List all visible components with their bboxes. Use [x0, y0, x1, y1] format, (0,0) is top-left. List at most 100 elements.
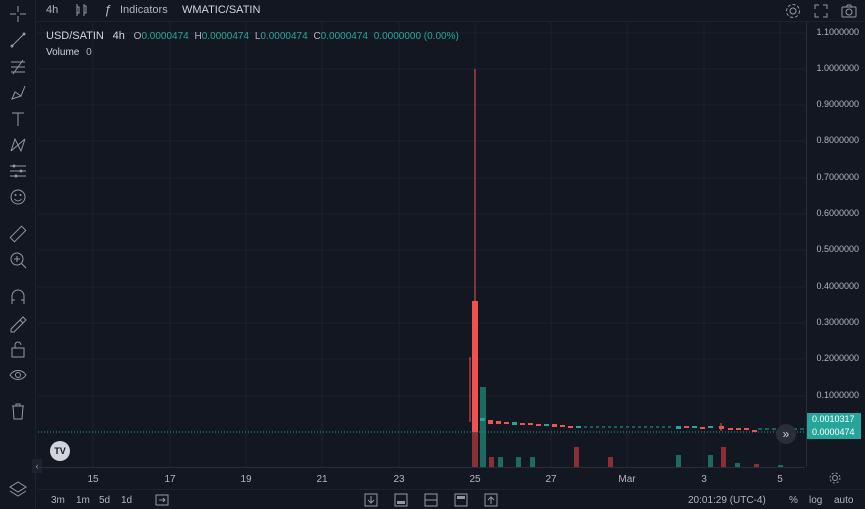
- volume-label[interactable]: Volume: [46, 47, 80, 58]
- compare-icon[interactable]: [74, 3, 88, 17]
- price-axis[interactable]: 1.1000000 1.0000000 0.9000000 0.8000000 …: [806, 22, 865, 467]
- fullscreen-icon[interactable]: [812, 2, 830, 20]
- ruler-icon[interactable]: [8, 224, 28, 244]
- text-icon[interactable]: [8, 109, 28, 129]
- volume-bar: [754, 464, 759, 467]
- emoji-icon[interactable]: [8, 187, 28, 207]
- auto-toggle[interactable]: auto: [834, 495, 854, 506]
- lock-icon[interactable]: [8, 339, 28, 359]
- legend: USD/SATIN 4h O0.0000474 H0.0000474 L0.00…: [46, 30, 459, 42]
- close-label: C: [313, 31, 321, 42]
- candle: [728, 428, 733, 430]
- close-value: 0.0000474: [320, 31, 368, 42]
- price-label: 0.3000000: [816, 317, 859, 327]
- open-label: O: [133, 31, 142, 42]
- candle: [488, 420, 493, 424]
- candle: [744, 428, 749, 430]
- candle: [736, 428, 741, 430]
- time-label: 27: [545, 474, 557, 485]
- volume-value: 0: [86, 47, 92, 58]
- candle: [504, 422, 509, 424]
- axis-settings-icon[interactable]: [828, 471, 842, 485]
- layout-top-icon[interactable]: [454, 493, 468, 507]
- volume-bars: [472, 387, 783, 467]
- low-label: L: [254, 31, 261, 42]
- candle: [552, 424, 557, 427]
- last-price-tag: 0.0000474: [807, 426, 861, 439]
- time-axis[interactable]: 15 17 19 21 23 25 27 Mar 3 5: [38, 467, 841, 489]
- goto-date-icon[interactable]: [155, 493, 169, 507]
- clock-display[interactable]: 20:01:29 (UTC-4): [688, 495, 766, 506]
- percent-toggle[interactable]: %: [789, 495, 798, 506]
- range-1d-button[interactable]: 1d: [121, 495, 133, 506]
- magnet-icon[interactable]: [8, 287, 28, 307]
- camera-icon[interactable]: [840, 2, 858, 20]
- price-label: 0.2000000: [816, 353, 859, 363]
- candle: [536, 424, 541, 426]
- candle: [719, 426, 724, 429]
- indicators-button[interactable]: Indicators: [120, 4, 168, 16]
- range-5d-button[interactable]: 5d: [99, 495, 111, 506]
- draw-lock-icon[interactable]: [8, 313, 28, 333]
- prediction-icon[interactable]: [8, 161, 28, 181]
- volume-bar: [676, 455, 681, 467]
- pattern-icon[interactable]: [8, 135, 28, 155]
- time-label: 23: [393, 474, 405, 485]
- trend-line-icon[interactable]: [8, 30, 28, 50]
- range-3m-button[interactable]: 3m: [51, 495, 65, 506]
- volume-bar: [498, 457, 503, 467]
- layout-down-icon[interactable]: [364, 493, 378, 507]
- candle: [700, 427, 705, 429]
- fib-retracement-icon[interactable]: [8, 57, 28, 77]
- candle: [544, 424, 549, 426]
- candle: [752, 430, 757, 432]
- top-toolbar: 4h ƒ Indicators WMATIC/SATIN: [0, 0, 865, 22]
- layout-up-icon[interactable]: [484, 493, 498, 507]
- volume-bar: [721, 447, 726, 467]
- layout-split-icon[interactable]: [424, 493, 438, 507]
- candle: [520, 423, 525, 425]
- collapse-arrow-icon[interactable]: ‹: [32, 459, 42, 473]
- tradingview-logo-icon[interactable]: TV: [50, 441, 70, 461]
- price-label: 0.1000000: [816, 390, 859, 400]
- price-label: 0.9000000: [816, 99, 859, 109]
- interval-button[interactable]: 4h: [46, 4, 59, 16]
- legend-symbol[interactable]: USD/SATIN: [46, 30, 104, 42]
- price-label: 0.6000000: [816, 208, 859, 218]
- candle: [708, 426, 713, 428]
- high-label: H: [194, 31, 202, 42]
- eye-icon[interactable]: [8, 365, 28, 385]
- time-label: 15: [87, 474, 99, 485]
- indicators-icon[interactable]: ƒ: [104, 2, 112, 17]
- price-label: 0.4000000: [816, 281, 859, 291]
- price-label: 0.5000000: [816, 244, 859, 254]
- candle: [496, 421, 501, 424]
- log-toggle[interactable]: log: [809, 495, 823, 506]
- volume-bar: [489, 457, 494, 467]
- zoom-in-icon[interactable]: [8, 250, 28, 270]
- volume-bar: [708, 455, 713, 467]
- drawing-toolbar: [0, 0, 36, 509]
- price-label: 0.7000000: [816, 172, 859, 182]
- layout-bottom-icon[interactable]: [394, 493, 408, 507]
- price-label: 1.0000000: [816, 63, 859, 73]
- settings-icon[interactable]: [784, 2, 802, 20]
- layers-icon[interactable]: [8, 479, 28, 499]
- volume-bar: [530, 457, 535, 467]
- small-candles: [480, 418, 757, 432]
- chart-canvas[interactable]: USD/SATIN 4h O0.0000474 H0.0000474 L0.00…: [32, 22, 805, 473]
- brush-icon[interactable]: [8, 83, 28, 103]
- spike-candle: [472, 301, 478, 432]
- volume-bar: [472, 422, 478, 467]
- range-1m-button[interactable]: 1m: [76, 495, 90, 506]
- price-label: 1.1000000: [816, 27, 859, 37]
- open-value: 0.0000474: [141, 31, 189, 42]
- time-label: 5: [777, 474, 783, 485]
- trash-icon[interactable]: [8, 401, 28, 421]
- scroll-to-realtime-button[interactable]: »: [776, 424, 796, 444]
- symbol-title[interactable]: WMATIC/SATIN: [182, 4, 261, 16]
- crosshair-icon[interactable]: [8, 4, 28, 24]
- volume-bar: [574, 447, 579, 467]
- candle: [684, 426, 689, 428]
- candle: [692, 426, 697, 428]
